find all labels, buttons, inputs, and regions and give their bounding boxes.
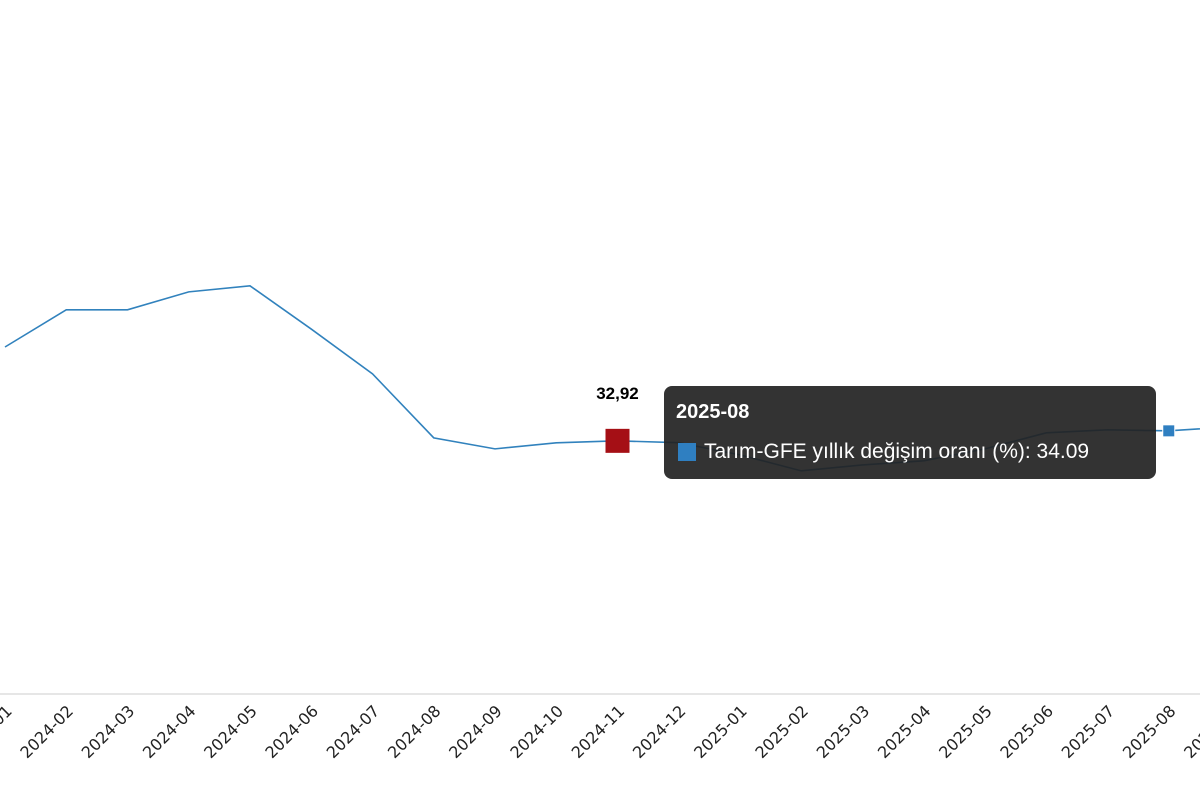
x-tick-label: 2024-10 — [506, 701, 567, 762]
tooltip-swatch — [678, 443, 696, 461]
x-tick-label: 2024-06 — [261, 701, 322, 762]
x-tick-label: 2024-03 — [78, 701, 139, 762]
tooltip-box — [664, 386, 1156, 479]
x-tick-label: 2025-05 — [935, 701, 996, 762]
x-tick-label: 2025-03 — [813, 701, 874, 762]
x-tick-label: 2024-01 — [0, 701, 16, 762]
x-tick-label: 2025-04 — [874, 701, 935, 762]
highlight-marker — [605, 428, 630, 453]
x-tick-label: 2024-09 — [445, 701, 506, 762]
x-tick-label: 2024-08 — [384, 701, 445, 762]
tooltip-text: Tarım-GFE yıllık değişim oranı (%): 34.0… — [704, 440, 1089, 463]
x-tick-label: 2024-12 — [629, 701, 690, 762]
tooltip-title: 2025-08 — [676, 401, 749, 423]
x-tick-label: 2025-09 — [1180, 701, 1200, 762]
x-tick-label: 2025-08 — [1119, 701, 1180, 762]
hover-marker — [1162, 424, 1176, 438]
x-tick-label: 2025-07 — [1058, 701, 1119, 762]
x-tick-label: 2024-04 — [139, 701, 200, 762]
x-tick-label: 2025-02 — [751, 701, 812, 762]
x-tick-label: 2025-01 — [690, 701, 751, 762]
x-tick-label: 2024-11 — [568, 701, 629, 762]
x-tick-label: 2025-06 — [996, 701, 1057, 762]
data-label: 32,92 — [596, 384, 639, 403]
tooltip: 2025-08 Tarım-GFE yıllık değişim oranı (… — [664, 386, 1156, 479]
x-tick-label: 2024-05 — [200, 701, 261, 762]
x-tick-label: 2024-02 — [16, 701, 77, 762]
x-tick-label: 2024-07 — [323, 701, 384, 762]
plot-area: 2024-01 2024-02 2024-03 2024-04 2024-05 2024-… — [0, 284, 1200, 762]
